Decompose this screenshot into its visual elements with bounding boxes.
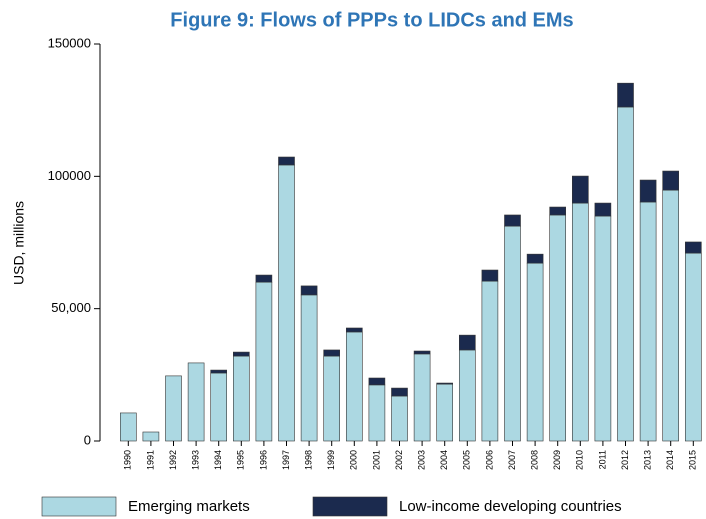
bar-segment [639, 201, 657, 442]
x-tick-label: 2014 [665, 450, 675, 470]
bar-segment [617, 106, 634, 442]
bar-segment [458, 349, 476, 442]
bar-segment [481, 269, 499, 282]
bar-segment [594, 215, 612, 442]
bar-segment [639, 179, 657, 203]
bar-segment [187, 362, 205, 442]
bar-segment [210, 372, 227, 442]
y-axis-label: USD, millions [11, 201, 27, 285]
x-tick-label: 2011 [597, 450, 607, 469]
bar-segment [526, 262, 544, 442]
bar-segment [165, 375, 182, 442]
bar-segment [481, 280, 499, 442]
bar-segment [142, 431, 160, 442]
bar-segment [120, 412, 137, 442]
bar-segment [368, 377, 386, 386]
bar-segment [391, 387, 408, 397]
bar-segment [300, 294, 318, 442]
x-tick-label: 2015 [688, 450, 698, 470]
x-tick-label: 2006 [484, 450, 494, 470]
bar-segment [413, 350, 431, 355]
x-tick-label: 2013 [642, 450, 652, 470]
bar-segment [233, 355, 250, 442]
bar-segment [617, 82, 634, 108]
bar-segment [662, 189, 680, 442]
bar-segment [323, 349, 341, 357]
bar-segment [571, 175, 589, 204]
bar-segment [278, 164, 295, 442]
chart-title: Figure 9: Flows of PPPs to LIDCs and EMs [170, 9, 573, 31]
bar-segment [436, 382, 454, 385]
legend-swatch [312, 496, 388, 517]
x-tick-label: 1990 [123, 450, 133, 470]
bar-segment [391, 395, 408, 442]
x-tick-label: 2001 [371, 450, 381, 470]
x-tick-label: 2004 [439, 450, 449, 470]
bar-segment [436, 383, 454, 442]
x-tick-label: 2010 [575, 450, 585, 470]
bar-segment [662, 170, 680, 191]
bar-segment [504, 214, 521, 227]
bar-segment [278, 156, 295, 166]
bar-segment [255, 274, 273, 283]
bar-segment [594, 202, 612, 217]
bar-segment [300, 285, 318, 296]
x-tick-label: 2008 [529, 450, 539, 470]
x-tick-label: 1991 [145, 450, 155, 470]
x-tick-label: 2000 [349, 450, 359, 470]
x-tick-label: 1995 [236, 450, 246, 470]
x-tick-label: 1992 [168, 450, 178, 470]
legend-label: Low-income developing countries [399, 498, 622, 515]
x-tick-label: 2012 [620, 450, 630, 470]
bar-segment [571, 202, 589, 442]
y-tick-label: 50,000 [51, 300, 91, 315]
bar-segment [323, 355, 341, 442]
bar-segment [210, 369, 227, 374]
bar-segment [368, 384, 386, 442]
y-tick-label: 0 [84, 432, 91, 447]
bar-segment [684, 252, 702, 442]
legend-label: Emerging markets [128, 498, 250, 515]
x-tick-label: 1999 [326, 450, 336, 470]
bar-segment [549, 214, 567, 442]
bar-segment [413, 353, 431, 442]
bar-segment [684, 241, 702, 254]
x-tick-label: 1993 [190, 450, 200, 470]
x-tick-label: 2009 [552, 450, 562, 470]
bar-segment [233, 351, 250, 357]
x-tick-label: 2002 [394, 450, 404, 470]
bar-segment [345, 327, 363, 333]
x-tick-label: 2003 [416, 450, 426, 470]
bar-segment [526, 253, 544, 264]
legend-swatch [41, 496, 117, 517]
x-tick-label: 1994 [213, 450, 223, 470]
bar-segment [458, 334, 476, 351]
x-tick-label: 1996 [258, 450, 268, 470]
bar-segment [549, 206, 567, 216]
bar-segment [345, 331, 363, 442]
x-tick-label: 2007 [507, 450, 517, 470]
y-tick-label: 150000 [48, 35, 91, 50]
bar-segment [504, 225, 521, 442]
y-tick-label: 100000 [48, 168, 91, 183]
x-tick-label: 1998 [303, 450, 313, 470]
x-tick-label: 2005 [462, 450, 472, 470]
x-tick-label: 1997 [281, 450, 291, 470]
bar-segment [255, 281, 273, 442]
